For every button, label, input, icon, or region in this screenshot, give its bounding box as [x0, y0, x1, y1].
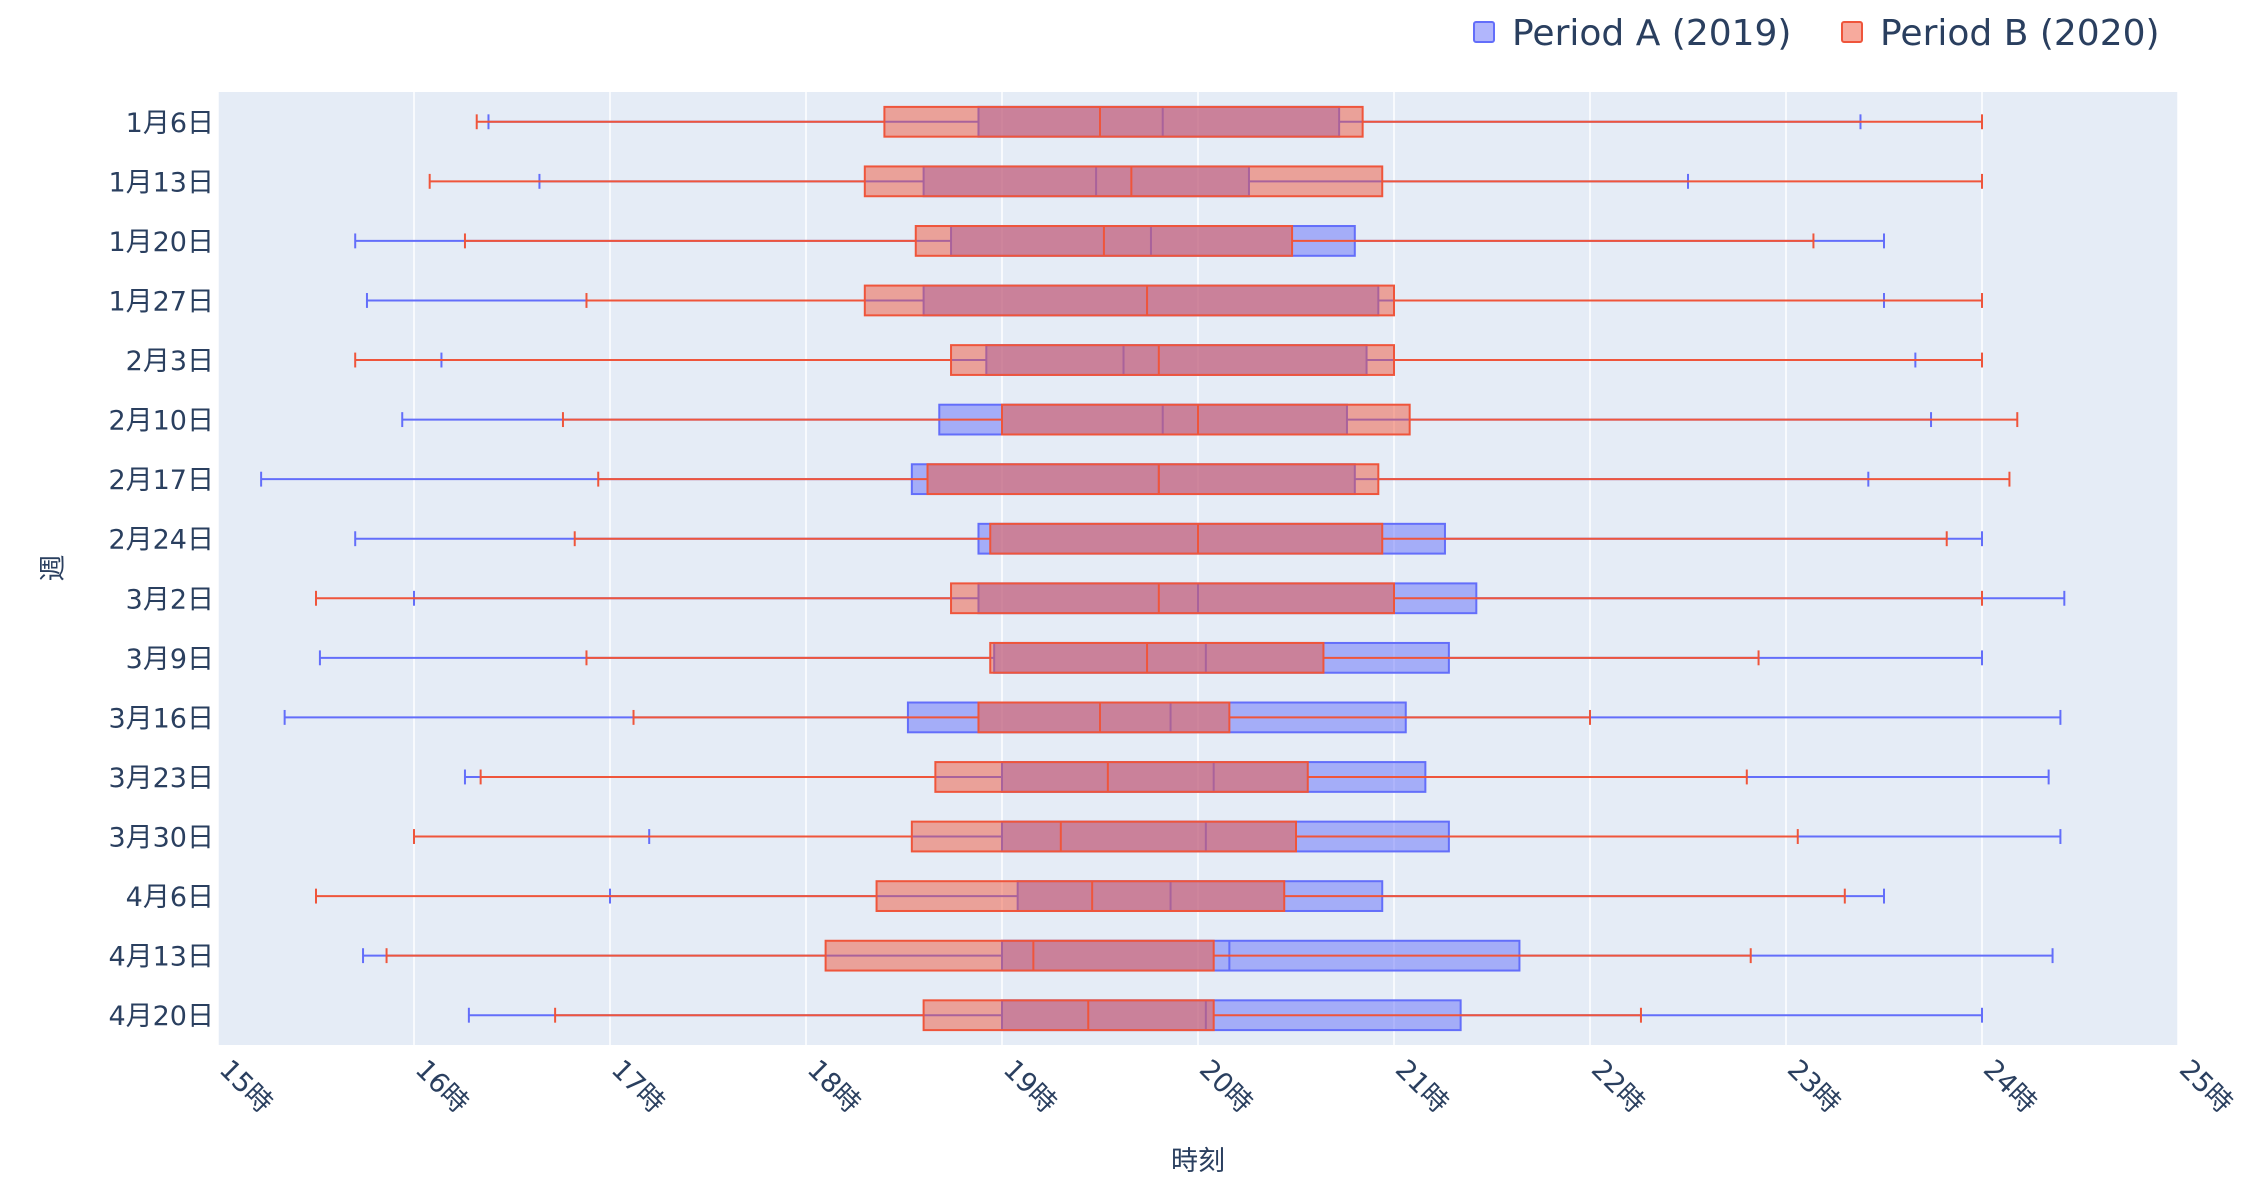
y-tick-label: 3月2日: [126, 584, 214, 615]
iqr-box[interactable]: [977, 701, 1231, 734]
x-tick-label: 23時: [1781, 1054, 1846, 1119]
x-tick-label: 22時: [1585, 1054, 1650, 1119]
y-tick-label: 4月13日: [108, 942, 214, 973]
y-tick-label: 2月24日: [108, 525, 214, 556]
y-tick-label: 1月13日: [108, 167, 214, 198]
iqr-box[interactable]: [989, 641, 1325, 674]
iqr-box[interactable]: [910, 820, 1298, 853]
x-tick-label: 24時: [1977, 1054, 2042, 1119]
iqr-box[interactable]: [863, 165, 1384, 198]
y-tick-label: 3月30日: [108, 823, 214, 854]
iqr-box[interactable]: [926, 463, 1380, 496]
x-tick-label: 25時: [2173, 1054, 2238, 1119]
y-tick-label: 1月20日: [108, 227, 214, 258]
iqr-box[interactable]: [824, 939, 1215, 972]
iqr-box[interactable]: [863, 284, 1395, 317]
legend-item-period-a[interactable]: Period A (2019): [1473, 13, 1791, 54]
iqr-box[interactable]: [922, 999, 1215, 1032]
x-tick-labels: 15時 16時 17時 18時 19時 20時 21時 22時 23時 24時 25時: [213, 1054, 2238, 1119]
x-tick-label: 21時: [1389, 1054, 1454, 1119]
y-tick-label: 1月6日: [126, 108, 214, 139]
legend-swatch-period-b: [1841, 21, 1863, 43]
y-tick-label: 1月27日: [108, 286, 214, 317]
y-axis-title: 週: [38, 555, 69, 582]
y-tick-label: 3月9日: [126, 644, 214, 675]
x-tick-label: 20時: [1193, 1054, 1258, 1119]
y-tick-label: 2月10日: [108, 406, 214, 437]
legend-label-period-a: Period A (2019): [1512, 13, 1791, 54]
y-tick-label: 2月17日: [108, 465, 214, 496]
y-tick-label: 2月3日: [126, 346, 214, 377]
grid-layer: [217, 92, 2179, 1045]
iqr-box[interactable]: [883, 105, 1364, 138]
y-tick-label: 3月23日: [108, 763, 214, 794]
iqr-box[interactable]: [875, 880, 1286, 912]
iqr-box[interactable]: [934, 761, 1309, 793]
x-tick-label: 17時: [605, 1054, 670, 1119]
iqr-box[interactable]: [950, 582, 1395, 615]
y-tick-label: 4月6日: [126, 882, 214, 913]
x-tick-label: 15時: [213, 1054, 278, 1119]
legend-item-period-b[interactable]: Period B (2020): [1841, 13, 2160, 54]
iqr-box[interactable]: [950, 344, 1395, 376]
x-tick-label: 16時: [409, 1054, 474, 1119]
legend[interactable]: Period A (2019) Period B (2020): [1473, 13, 2160, 54]
x-tick-label: 19時: [997, 1054, 1062, 1119]
y-tick-labels: 1月6日 1月13日 1月20日 1月27日 2月3日 2月10日 2月17日 2月24日 3月…: [108, 108, 214, 1032]
y-tick-label: 3月16日: [108, 703, 214, 734]
iqr-box[interactable]: [1001, 403, 1411, 436]
legend-label-period-b: Period B (2020): [1880, 13, 2160, 54]
y-tick-label: 4月20日: [108, 1001, 214, 1032]
x-tick-label: 18時: [801, 1054, 866, 1119]
legend-swatch-period-a: [1473, 21, 1495, 43]
box-layer: [260, 105, 2066, 1032]
series-group: [315, 105, 2019, 1032]
x-axis-title: 時刻: [1171, 1146, 1225, 1177]
iqr-box[interactable]: [989, 522, 1384, 555]
